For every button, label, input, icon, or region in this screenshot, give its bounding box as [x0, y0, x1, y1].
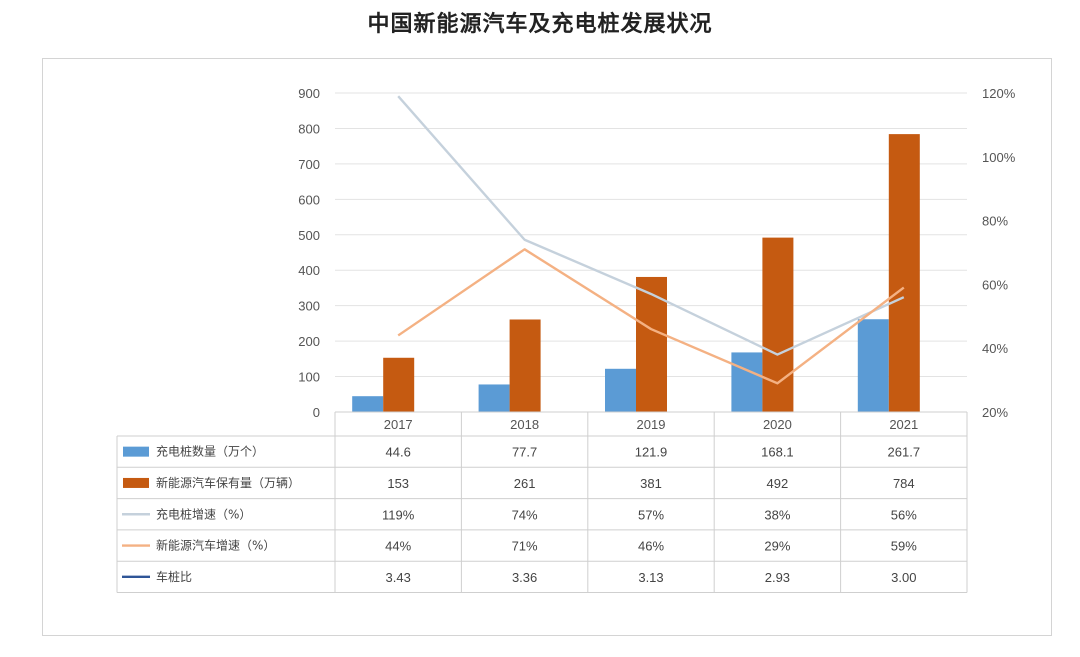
y-right-tick-label: 60% [982, 277, 1008, 292]
data-label: 77.7 [512, 445, 537, 460]
line-charger-growth [397, 95, 905, 356]
x-tick-label: 2021 [889, 417, 918, 432]
bar-charger [605, 368, 636, 412]
data-label: 261 [514, 476, 536, 491]
y-left-tick-label: 500 [298, 228, 320, 243]
bar-charger [352, 396, 384, 412]
y-left-tick-label: 200 [298, 334, 320, 349]
bar-nev [383, 357, 415, 412]
data-label: 119% [382, 507, 415, 522]
bar-charger [857, 319, 889, 412]
data-label: 2.93 [765, 570, 790, 585]
data-label: 168.1 [761, 445, 794, 460]
y-left-tick-label: 900 [298, 86, 320, 101]
data-label: 29% [764, 539, 790, 554]
y-right-tick-label: 80% [982, 214, 1008, 229]
data-label: 74% [512, 507, 538, 522]
legend-label: 车桩比 [156, 569, 192, 584]
y-left-tick-label: 300 [298, 299, 320, 314]
data-label: 153 [387, 476, 409, 491]
y-left-tick-label: 100 [298, 370, 320, 385]
data-label: 3.43 [386, 570, 411, 585]
data-label: 3.00 [891, 570, 916, 585]
bar-charger [478, 384, 510, 412]
data-label: 381 [640, 476, 662, 491]
data-label: 71% [512, 539, 538, 554]
x-tick-label: 2018 [510, 417, 539, 432]
y-right-tick-label: 40% [982, 341, 1008, 356]
data-label: 38% [764, 507, 790, 522]
bar-nev [762, 237, 794, 412]
data-label: 121.9 [635, 445, 668, 460]
data-label: 56% [891, 507, 917, 522]
y-left-tick-label: 700 [298, 157, 320, 172]
bar-nev [509, 319, 541, 412]
bar-charger [731, 352, 763, 412]
bar-nev [888, 134, 920, 413]
data-label: 3.13 [638, 570, 663, 585]
y-right-tick-label: 120% [982, 86, 1016, 101]
data-label: 3.36 [512, 570, 537, 585]
legend-key [123, 477, 149, 488]
x-tick-label: 2020 [763, 417, 792, 432]
y-left-tick-label: 600 [298, 192, 320, 207]
legend-label: 新能源汽车保有量（万辆） [156, 475, 300, 490]
data-label: 784 [893, 476, 915, 491]
legend-label: 充电桩增速（%） [156, 506, 251, 521]
bar-nev [636, 276, 667, 412]
data-label: 46% [638, 539, 664, 554]
data-label: 44.6 [386, 445, 411, 460]
data-label: 44% [385, 539, 411, 554]
chart-title: 中国新能源汽车及充电桩发展状况 [367, 12, 713, 37]
data-label: 59% [891, 539, 917, 554]
y-left-tick-label: 800 [298, 121, 320, 136]
data-label: 261.7 [888, 445, 921, 460]
y-right-tick-label: 100% [982, 150, 1016, 165]
y-right-tick-label: 20% [982, 405, 1008, 420]
line-nev-growth [397, 248, 905, 385]
legend-label: 充电桩数量（万个） [156, 444, 264, 459]
data-label: 492 [767, 476, 789, 491]
y-left-tick-label: 400 [298, 263, 320, 278]
y-left-tick-label: 0 [313, 405, 320, 420]
x-tick-label: 2017 [384, 417, 413, 432]
data-label: 57% [638, 507, 664, 522]
legend-label: 新能源汽车增速（%） [156, 538, 275, 553]
legend-key [123, 446, 149, 457]
x-tick-label: 2019 [637, 417, 666, 432]
